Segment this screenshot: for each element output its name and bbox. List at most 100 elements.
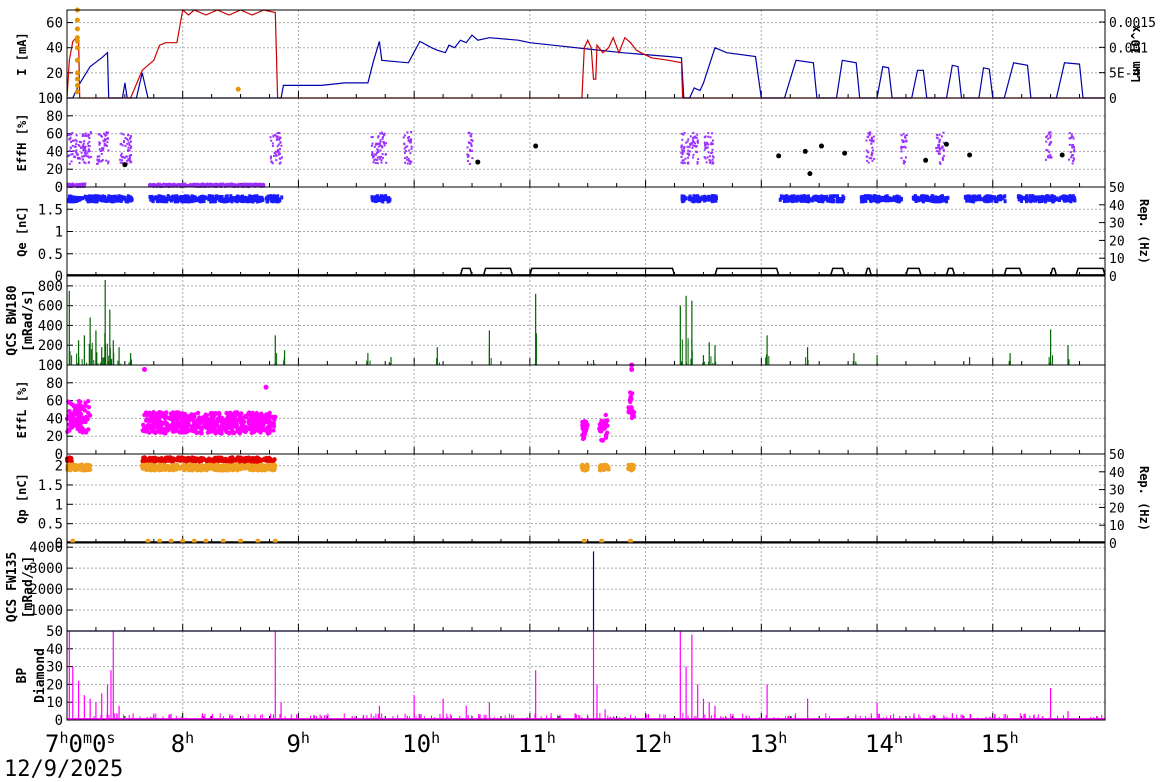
data-point — [937, 152, 940, 155]
data-point — [373, 155, 376, 158]
data-point — [373, 145, 376, 148]
data-point — [84, 132, 87, 135]
panel-effh — [66, 97, 1106, 189]
data-point — [917, 198, 921, 203]
data-point — [403, 157, 406, 160]
data-point — [123, 156, 126, 159]
right-tick-label: 0 — [1109, 537, 1117, 552]
data-point — [251, 184, 254, 187]
data-point — [709, 161, 712, 164]
x-tick-label-part: 0 — [92, 730, 106, 758]
data-point — [938, 143, 941, 146]
data-point — [118, 196, 122, 201]
data-point — [374, 162, 377, 165]
right-tick-label: 30 — [1109, 217, 1125, 232]
data-point — [939, 194, 943, 199]
data-point — [104, 134, 107, 137]
data-point — [128, 195, 132, 200]
data-point — [128, 144, 131, 147]
data-point — [403, 134, 406, 137]
data-point — [119, 158, 122, 161]
data-point — [181, 414, 186, 420]
y-tick-label: 40 — [46, 41, 63, 57]
data-point — [97, 160, 100, 163]
data-point — [585, 423, 590, 428]
data-point-orange — [192, 465, 198, 470]
data-point — [168, 197, 172, 202]
data-point — [797, 195, 801, 200]
data-point — [69, 136, 72, 139]
data-point — [381, 157, 384, 160]
data-point — [182, 198, 186, 203]
data-point — [106, 137, 109, 140]
data-point — [376, 158, 379, 161]
x-tick-label-part: 0 — [68, 730, 82, 758]
data-point — [251, 199, 255, 204]
data-point — [867, 151, 870, 154]
data-point — [75, 140, 78, 143]
data-point — [470, 138, 473, 141]
data-point — [70, 153, 73, 156]
data-point — [193, 184, 196, 187]
rep-segment — [714, 267, 780, 276]
data-point — [93, 198, 97, 203]
data-point-orange — [66, 466, 72, 472]
data-point — [119, 161, 122, 164]
data-point — [409, 141, 412, 144]
data-point — [78, 145, 81, 148]
data-point-orange — [170, 464, 176, 470]
data-point — [79, 425, 84, 430]
marker-point — [122, 162, 128, 168]
data-point — [250, 412, 255, 418]
data-point — [174, 410, 179, 416]
data-point — [867, 136, 870, 139]
data-point — [125, 155, 128, 158]
data-point — [127, 158, 130, 161]
data-point — [1049, 141, 1052, 144]
data-point — [372, 161, 375, 164]
data-point — [79, 196, 83, 201]
data-point — [403, 142, 406, 145]
panel-current — [66, 7, 1106, 99]
x-tick-label-part: 9 — [286, 730, 300, 758]
data-point-low — [70, 538, 76, 544]
data-point — [80, 430, 85, 435]
data-point — [935, 147, 938, 150]
data-point — [868, 131, 871, 134]
y-tick-label: 1.5 — [38, 478, 63, 494]
data-point — [280, 144, 283, 147]
data-point — [841, 194, 845, 199]
data-point — [210, 185, 213, 188]
data-point — [902, 146, 905, 149]
data-point — [100, 147, 103, 150]
data-point — [78, 140, 81, 143]
data-point — [172, 426, 177, 432]
data-point — [71, 144, 74, 147]
data-point — [96, 159, 99, 162]
data-point — [107, 162, 110, 165]
data-point — [198, 195, 202, 200]
data-point — [937, 199, 941, 204]
data-point — [697, 199, 701, 204]
data-point — [379, 144, 382, 147]
data-point — [696, 139, 699, 142]
y-tick-label: 1.5 — [38, 202, 63, 218]
data-point — [824, 195, 828, 200]
data-point — [202, 195, 206, 200]
data-point — [861, 194, 865, 199]
data-point — [799, 194, 803, 199]
data-point — [902, 161, 905, 164]
data-point — [374, 153, 377, 156]
data-point — [942, 141, 945, 144]
y-tick-label: 1 — [55, 497, 63, 513]
data-point — [121, 162, 124, 165]
data-point — [1061, 196, 1065, 201]
data-point — [686, 140, 689, 143]
scatter-point — [74, 76, 80, 82]
data-point — [938, 139, 941, 142]
data-point — [407, 139, 410, 142]
y-tick-label: 80 — [46, 376, 63, 392]
data-point — [1070, 136, 1073, 139]
data-point — [1071, 144, 1074, 147]
